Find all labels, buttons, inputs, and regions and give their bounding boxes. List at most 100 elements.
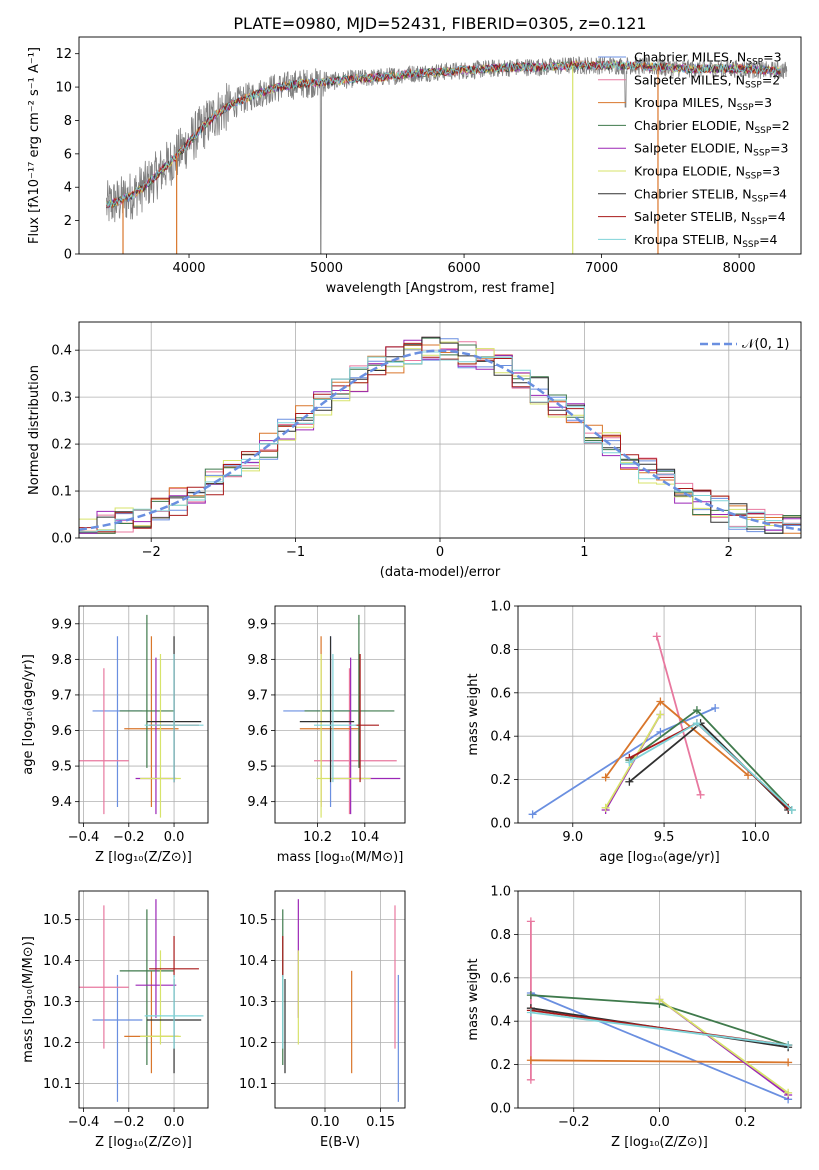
age_vs_Z-ytick-label: 9.7 — [51, 688, 72, 703]
spectrum-ylabel: Flux [fλ10⁻¹⁷ erg cm⁻² s⁻¹ A⁻¹] — [27, 47, 42, 244]
mass_vs_ebv-ytick-label: 10.5 — [239, 913, 268, 928]
spectrum-ytick-label: 0 — [64, 248, 72, 263]
weight_vs_age-ytick-label: 0.8 — [490, 643, 511, 658]
age_vs_mass-xtick-label: 10.2 — [303, 830, 332, 845]
age_vs_Z-xtick-label: 0.0 — [164, 830, 185, 845]
weight_vs_Z-marker-2-1 — [784, 1058, 793, 1067]
mass_vs_Z-ylabel: mass [log₁₀(M/M⊙)] — [21, 936, 36, 1063]
legend-name: Kroupa MILES, N — [634, 95, 737, 110]
residuals-xtick-label: −2 — [142, 545, 161, 560]
spectrum-ytick-label: 6 — [64, 147, 72, 162]
age_vs_mass-frame — [274, 605, 406, 824]
weight_vs_age-marker-1-0 — [652, 632, 661, 641]
weight_vs_Z-marker-1-0 — [526, 917, 535, 926]
legend-tail: =4 — [759, 232, 777, 247]
weight_vs_age-marker-5-1 — [656, 710, 665, 719]
residuals-ytick-label: 0.1 — [51, 485, 72, 500]
weight_vs_age-marker-2-2 — [744, 771, 753, 780]
weight_vs_Z-marker-5-1 — [784, 1088, 793, 1097]
weight_vs_age-ytick-label: 1.0 — [490, 600, 511, 615]
weight_vs_age-marker-1-1 — [696, 790, 705, 799]
age_vs_Z-ylabel: age [log₁₀(age/yr)] — [21, 654, 36, 775]
residuals-xtick-label: 2 — [725, 545, 733, 560]
weight_vs_Z-xlabel: Z [log₁₀(Z/Z⊙)] — [611, 1135, 708, 1150]
weight_vs_Z-line-8 — [530, 1011, 789, 1046]
spectrum-ytick-label: 4 — [64, 181, 72, 196]
legend-tail: =3 — [754, 95, 772, 110]
weight_vs_age-marker-2-1 — [656, 697, 665, 706]
weight_vs_Z-xtick-label: 0.0 — [649, 1115, 670, 1130]
mass_vs_Z-group — [79, 899, 204, 1102]
age_vs_mass-ytick-label: 9.8 — [247, 653, 268, 668]
weight_vs_Z-ytick-label: 0.8 — [490, 928, 511, 943]
weight_vs_Z-ytick-label: 0.4 — [490, 1015, 511, 1030]
age_vs_Z-xtick-label: −0.4 — [68, 830, 100, 845]
mass_vs_Z-xtick-label: −0.2 — [113, 1115, 145, 1130]
legend-name: Kroupa ELODIE, N — [634, 164, 745, 179]
weight_vs_age-xtick-label: 9.0 — [562, 830, 583, 845]
mass_vs_Z-xtick-label: −0.4 — [68, 1115, 100, 1130]
age_vs_mass-xlabel: mass [log₁₀(M/M⊙)] — [277, 850, 404, 865]
legend-tail: =3 — [762, 164, 780, 179]
legend-name: Chabrier MILES, N — [634, 50, 746, 65]
age_vs_mass-ytick-label: 9.5 — [247, 760, 268, 775]
age_vs_Z-frame — [78, 605, 209, 824]
legend-tail: =2 — [762, 72, 780, 87]
weight_vs_Z-marker-8-0 — [526, 1008, 535, 1017]
weight_vs_Z-line-0 — [530, 992, 789, 1101]
legend-label-7: Salpeter STELIB, NSSP=4 — [634, 209, 786, 227]
legend-name: Salpeter ELODIE, N — [634, 141, 753, 156]
weight_vs_age-marker-0-0 — [528, 810, 537, 819]
weight_vs_Z-ytick-label: 0.6 — [490, 971, 511, 986]
legend-name: Kroupa STELIB, N — [634, 232, 742, 247]
weight_vs_age-frame — [517, 605, 802, 824]
spectrum-xtick-label: 5000 — [310, 261, 343, 276]
legend-sub: SSP — [746, 58, 763, 68]
weight_vs_age-ylabel: mass weight — [466, 673, 481, 755]
mass_vs_ebv-ytick-label: 10.2 — [239, 1036, 268, 1051]
spectrum-frame — [78, 36, 802, 255]
weight_vs_age-marker-8-2 — [787, 805, 796, 814]
legend-sub: SSP — [752, 194, 769, 204]
age_vs_Z-ytick-label: 9.9 — [51, 617, 72, 632]
legend-label-8: Kroupa STELIB, NSSP=4 — [634, 232, 778, 250]
weight_vs_Z-frame — [517, 890, 802, 1109]
spectrum-data-group — [106, 56, 788, 254]
age_vs_mass-ytick-label: 9.4 — [247, 795, 268, 810]
mass_vs_ebv-frame — [274, 890, 406, 1109]
legend-sub: SSP — [745, 172, 762, 182]
weight_vs_Z-marker-5-0 — [655, 995, 664, 1004]
legend-name: Salpeter MILES, N — [634, 72, 745, 87]
weight_vs_Z-marker-8-1 — [784, 1041, 793, 1050]
legend-name: Chabrier ELODIE, N — [634, 118, 754, 133]
age_vs_Z-xtick-label: −0.2 — [113, 830, 145, 845]
spectrum-xtick-label: 4000 — [172, 261, 205, 276]
residuals-frame — [78, 321, 802, 539]
spectrum-xtick-label: 6000 — [448, 261, 481, 276]
spectrum-title: PLATE=0980, MJD=52431, FIBERID=0305, z=0… — [233, 14, 646, 33]
age_vs_Z-ytick-label: 9.5 — [51, 760, 72, 775]
legend-sub: SSP — [750, 217, 767, 227]
weight_vs_age-line-1 — [655, 636, 702, 796]
legend-name: Chabrier STELIB, N — [634, 186, 752, 201]
mass_vs_ebv-xlabel: E(B-V) — [320, 1135, 360, 1150]
weight_vs_age-marker-0-1 — [656, 727, 665, 736]
residual-hist-8 — [79, 351, 801, 538]
weight_vs_Z-ytick-label: 1.0 — [490, 885, 511, 900]
legend-tail: =3 — [763, 50, 781, 65]
weight_vs_age-marker-8-1 — [692, 719, 701, 728]
mass_vs_Z-ytick-label: 10.1 — [43, 1077, 72, 1092]
age_vs_Z-xlabel: Z [log₁₀(Z/Z⊙)] — [95, 850, 192, 865]
legend-label-4: Salpeter ELODIE, NSSP=3 — [634, 141, 788, 159]
weight_vs_Z-group — [526, 917, 793, 1104]
mass_vs_ebv-ytick-label: 10.4 — [239, 954, 268, 969]
residuals-xtick-label: −1 — [286, 545, 305, 560]
legend-label-2: Kroupa MILES, NSSP=3 — [634, 95, 772, 113]
weight_vs_Z-ylabel: mass weight — [466, 958, 481, 1040]
weight_vs_age-ytick-label: 0.0 — [490, 817, 511, 832]
age_vs_mass-group — [283, 614, 401, 818]
weight_vs_age-ytick-label: 0.2 — [490, 773, 511, 788]
spectrum-xtick-label: 7000 — [585, 261, 618, 276]
weight_vs_age-ytick-label: 0.6 — [490, 686, 511, 701]
age_vs_Z-ytick-label: 9.4 — [51, 795, 72, 810]
